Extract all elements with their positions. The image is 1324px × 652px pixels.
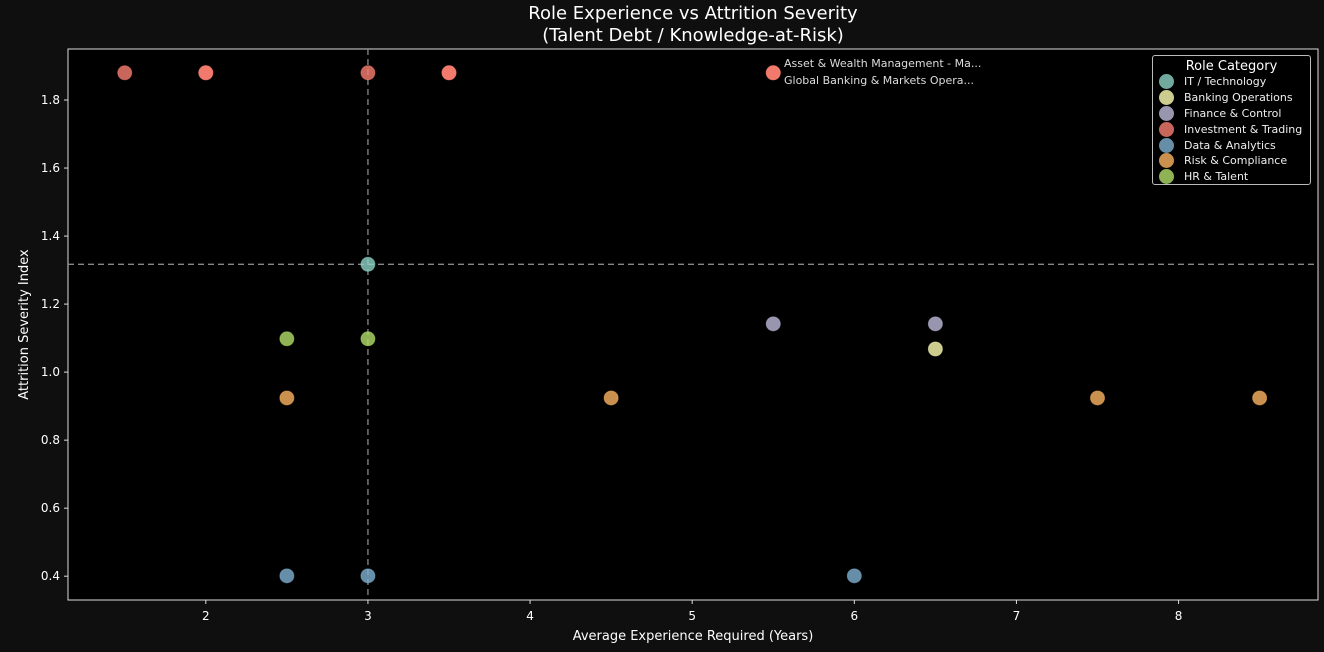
x-tick-label: 7 — [1013, 609, 1021, 623]
annotation-label: Asset & Wealth Management - Ma... — [784, 57, 982, 70]
y-tick-label: 1.2 — [41, 297, 60, 311]
x-axis-label: Average Experience Required (Years) — [573, 629, 814, 644]
data-point — [279, 568, 295, 584]
legend-marker-icon — [1159, 137, 1174, 153]
data-point — [765, 316, 781, 332]
y-tick-label: 0.4 — [41, 569, 60, 583]
chart-title: Role Experience vs Attrition Severity — [528, 3, 858, 24]
plot-area — [67, 48, 1319, 601]
legend-item: Finance & Control — [1153, 105, 1310, 122]
legend-item: Investment & Trading — [1153, 121, 1310, 137]
x-tick-label: 3 — [364, 609, 372, 623]
data-point — [360, 331, 376, 347]
data-point — [765, 65, 781, 81]
legend-label: HR & Talent — [1184, 170, 1249, 184]
data-point — [279, 331, 295, 347]
data-point — [198, 65, 214, 81]
legend-marker-icon — [1159, 90, 1174, 106]
legend-label: Data & Analytics — [1184, 138, 1276, 152]
legend-label: Risk & Compliance — [1184, 154, 1288, 168]
x-tick-label: 5 — [688, 609, 696, 623]
legend-item: Data & Analytics — [1153, 137, 1310, 153]
y-tick-label: 0.6 — [41, 501, 60, 515]
data-point — [279, 390, 295, 406]
chart-subtitle: (Talent Debt / Knowledge-at-Risk) — [542, 25, 844, 46]
y-tick-label: 1.8 — [41, 93, 60, 107]
y-tick-label: 1.4 — [41, 229, 60, 243]
data-point — [117, 65, 133, 81]
legend-marker-icon — [1159, 169, 1174, 185]
legend-item: IT / Technology — [1153, 74, 1310, 90]
y-tick-label: 1.6 — [41, 161, 60, 175]
legend-label: Finance & Control — [1184, 106, 1282, 120]
legend-marker-icon — [1159, 74, 1174, 90]
legend-item: Banking Operations — [1153, 90, 1310, 106]
data-point — [1090, 390, 1106, 406]
x-tick-label: 2 — [202, 609, 210, 623]
legend-label: Investment & Trading — [1184, 122, 1303, 136]
legend-marker-icon — [1159, 121, 1174, 137]
data-point — [360, 568, 376, 584]
legend-label: IT / Technology — [1184, 75, 1267, 89]
x-tick-label: 4 — [526, 609, 534, 623]
legend-label: Banking Operations — [1184, 91, 1293, 105]
x-tick-label: 6 — [850, 609, 858, 623]
x-tick-label: 8 — [1175, 609, 1183, 623]
legend-item: HR & Talent — [1153, 169, 1310, 185]
legend-marker-icon — [1159, 153, 1174, 169]
data-point — [1252, 390, 1268, 406]
legend-title: Role Category — [1185, 59, 1278, 74]
y-tick-label: 1.0 — [41, 365, 60, 379]
legend: Role Category IT / Technology Banking Ope… — [1152, 55, 1311, 185]
data-point — [360, 256, 376, 272]
data-point — [846, 568, 862, 584]
data-point — [441, 65, 457, 81]
annotation-label: Global Banking & Markets Opera... — [784, 74, 974, 87]
data-point — [927, 316, 943, 332]
data-point — [927, 341, 943, 357]
data-point — [603, 390, 619, 406]
legend-item: Risk & Compliance — [1153, 153, 1310, 169]
y-axis-label: Attrition Severity Index — [17, 249, 32, 400]
legend-marker-icon — [1159, 105, 1174, 121]
y-tick-label: 0.8 — [41, 433, 60, 447]
data-point — [360, 65, 376, 81]
